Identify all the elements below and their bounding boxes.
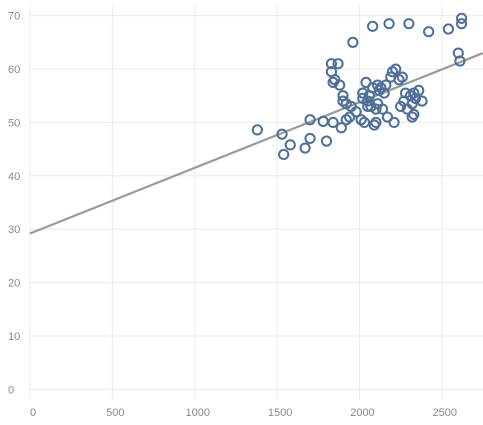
y-tick-label: 40: [8, 171, 20, 183]
grid-lines: [29, 5, 483, 400]
trend-line-group: [29, 52, 483, 235]
scatter-point: [360, 76, 372, 88]
x-tick-label: 1500: [268, 407, 292, 419]
y-tick-label: 50: [8, 117, 20, 129]
scatter-point: [442, 23, 455, 35]
scatter-point: [327, 116, 339, 129]
x-tick-label: 2000: [350, 407, 374, 419]
y-tick-label: 70: [8, 11, 20, 23]
scatter-point: [376, 103, 389, 115]
y-tick-label: 60: [8, 64, 20, 76]
scatter-point: [380, 79, 392, 91]
scatter-point: [278, 148, 290, 161]
scatter-point: [304, 132, 316, 145]
scatter-point: [416, 95, 428, 107]
scatter-point: [390, 63, 402, 75]
x-tick-label: 2500: [433, 407, 457, 419]
x-tick-label: 1000: [185, 407, 209, 419]
scatter-point: [403, 18, 415, 30]
trend-line: [29, 52, 483, 235]
scatter-point: [455, 12, 468, 24]
scatter-point: [413, 84, 425, 97]
scatter-point: [320, 135, 333, 147]
scatter-point: [325, 58, 338, 70]
scatter-point: [332, 58, 344, 70]
scatter-point: [251, 124, 263, 136]
scatter-point: [347, 36, 359, 48]
scatter-point: [455, 18, 468, 30]
y-tick-label: 30: [8, 224, 20, 236]
scatter-point: [454, 55, 466, 67]
scatter-point: [423, 26, 435, 38]
scatter-point: [299, 142, 311, 154]
scatter-point: [396, 71, 408, 83]
scatter-point: [408, 108, 420, 121]
scatter-point: [358, 116, 370, 129]
scatter-point: [388, 116, 400, 129]
scatter-point: [383, 18, 395, 30]
tick-labels: 0 10 20 30 40 50 60 70 0 500 1000 1500 2000 2500: [8, 11, 457, 419]
scatter-point: [381, 111, 394, 123]
scatter-point: [357, 87, 369, 99]
scatter-point: [370, 103, 382, 115]
y-tick-label: 10: [8, 331, 20, 343]
y-tick-label: 0: [8, 384, 14, 396]
x-tick-label: 500: [106, 407, 124, 419]
scatter-point: [350, 106, 362, 118]
scatter-point: [370, 116, 382, 129]
scatter-point: [334, 79, 346, 91]
scatter-point: [343, 111, 356, 123]
scatter-point: [317, 115, 329, 127]
scatter-point: [284, 139, 296, 151]
x-tick-label: 0: [30, 407, 36, 419]
scatter-point: [335, 122, 347, 134]
data-points: [251, 12, 468, 161]
scatter-point: [304, 114, 316, 126]
scatter-point: [276, 128, 288, 140]
scatter-point: [367, 20, 379, 32]
y-tick-label: 20: [8, 278, 20, 290]
